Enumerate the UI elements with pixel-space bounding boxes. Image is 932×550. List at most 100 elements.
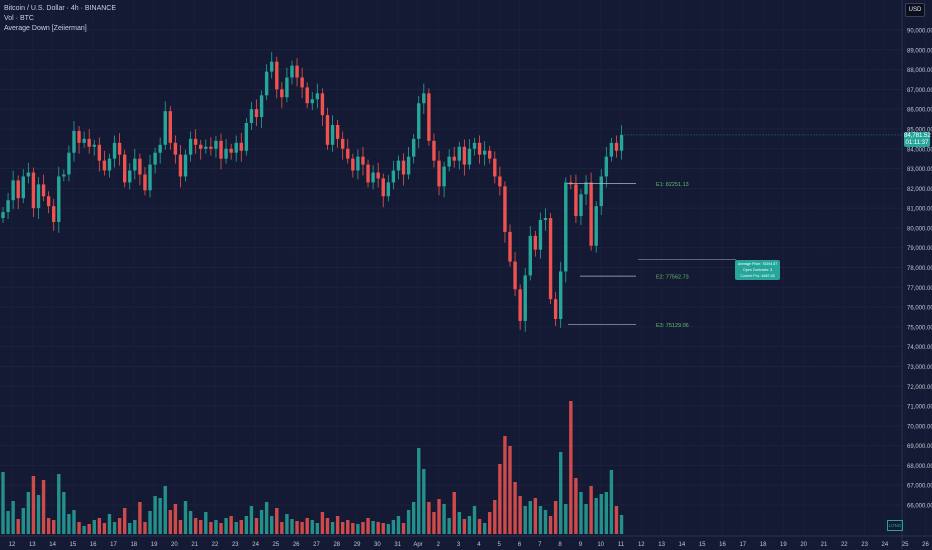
- candle-body: [92, 144, 96, 147]
- y-tick-label: 78,000.00: [907, 266, 932, 272]
- x-tick-label: 9: [579, 542, 583, 548]
- volume-bar: [117, 518, 122, 534]
- x-tick-label: 19: [780, 542, 787, 548]
- volume-bar: [239, 520, 243, 534]
- symbol-title[interactable]: Bitcoin / U.S. Dollar · 4h · BINANCE: [4, 5, 117, 12]
- bar-countdown: 01:11:37: [905, 140, 929, 146]
- volume-bar: [325, 518, 330, 534]
- y-tick-label: 87,000.00: [907, 88, 932, 94]
- volume-bar: [452, 492, 456, 534]
- volume-bar: [614, 506, 619, 534]
- y-tick-label: 82,000.00: [907, 187, 932, 193]
- candle-body: [97, 144, 102, 161]
- volume-bar: [183, 501, 188, 534]
- x-tick-label: 8: [558, 542, 562, 548]
- candle-body: [376, 172, 380, 179]
- candle-body: [178, 154, 183, 177]
- volume-bar: [548, 516, 553, 534]
- tooltip-average-price: Average Price: 78394.57: [737, 262, 778, 266]
- candle-body: [153, 152, 157, 165]
- volume-bar: [330, 522, 335, 534]
- volume-legend[interactable]: Vol · BTC: [4, 15, 34, 22]
- candle-body: [422, 93, 426, 104]
- volume-bar: [224, 518, 228, 534]
- volume-bar: [427, 502, 431, 534]
- volume-bar: [508, 446, 512, 534]
- volume-bar: [432, 512, 436, 534]
- candle-body: [87, 138, 91, 147]
- volume-bar: [391, 520, 396, 534]
- candle-body: [46, 196, 51, 207]
- x-tick-label: 2: [437, 542, 441, 548]
- volume-bar: [467, 516, 472, 534]
- volume-bar: [219, 523, 223, 534]
- candle-body: [442, 166, 446, 187]
- volume-bar: [594, 498, 598, 534]
- candle-body: [386, 182, 391, 197]
- candle-body: [310, 99, 314, 104]
- volume-bar: [589, 486, 593, 534]
- currency-button[interactable]: USD: [905, 3, 925, 17]
- candle-body: [472, 142, 477, 149]
- candle-body: [21, 176, 25, 199]
- volume-bar: [488, 512, 492, 534]
- candle-body: [401, 160, 406, 175]
- candle-body: [36, 184, 41, 209]
- volume-bar: [564, 504, 568, 534]
- candle-body: [538, 220, 543, 250]
- y-tick-label: 71,000.00: [907, 405, 932, 411]
- y-tick-label: 74,000.00: [907, 345, 932, 351]
- volume-bar: [457, 512, 461, 534]
- candle-body: [482, 150, 487, 155]
- volume-bar: [178, 520, 183, 534]
- volume-bar: [280, 522, 284, 534]
- volume-bar: [411, 502, 416, 534]
- candle-body: [493, 158, 497, 177]
- volume-bar: [234, 522, 238, 534]
- candle-body: [604, 156, 609, 177]
- volume-bar: [498, 464, 502, 534]
- volume-bar: [579, 492, 583, 534]
- candle-body: [244, 123, 249, 151]
- candle-body: [290, 65, 294, 78]
- volume-bar: [493, 500, 497, 534]
- volume-bar: [447, 518, 451, 534]
- candle-body: [432, 140, 436, 161]
- candle-body: [112, 142, 117, 159]
- candle-body: [417, 103, 421, 139]
- x-tick-label: 31: [394, 542, 401, 548]
- candle-body: [320, 93, 325, 116]
- candle-body: [579, 194, 583, 217]
- volume-bar: [442, 504, 446, 534]
- candle-body: [26, 172, 31, 177]
- position-badge: LONG: [887, 520, 903, 531]
- volume-bar: [6, 511, 10, 534]
- volume-bar: [417, 448, 421, 534]
- x-tick-label: 30: [374, 542, 381, 548]
- x-tick-label: 26: [293, 542, 300, 548]
- candle-body: [72, 130, 76, 153]
- volume-bar: [229, 516, 233, 534]
- volume-bar: [244, 516, 249, 534]
- volume-bar: [148, 511, 152, 534]
- x-tick-label: 15: [70, 542, 77, 548]
- candle-body: [559, 271, 563, 319]
- volume-bar: [437, 499, 441, 534]
- x-tick-label: 21: [191, 542, 198, 548]
- volume-bar: [422, 469, 426, 534]
- x-tick-label: 26: [922, 542, 929, 548]
- candle-body: [508, 231, 512, 262]
- volume-bar: [523, 506, 527, 534]
- volume-bar: [67, 514, 71, 534]
- x-tick-label: 20: [800, 542, 807, 548]
- chart-legend: Bitcoin / U.S. Dollar · 4h · BINANCE Vol…: [4, 4, 116, 34]
- volume-bar: [553, 501, 558, 534]
- candle-body: [168, 111, 173, 143]
- x-tick-label: 16: [719, 542, 726, 548]
- candle-body: [148, 164, 152, 191]
- indicator-legend[interactable]: Average Down [Zeiierman]: [4, 25, 87, 32]
- volume-bar: [472, 506, 477, 534]
- y-tick-label: 81,000.00: [907, 207, 932, 213]
- candle-body: [183, 154, 188, 177]
